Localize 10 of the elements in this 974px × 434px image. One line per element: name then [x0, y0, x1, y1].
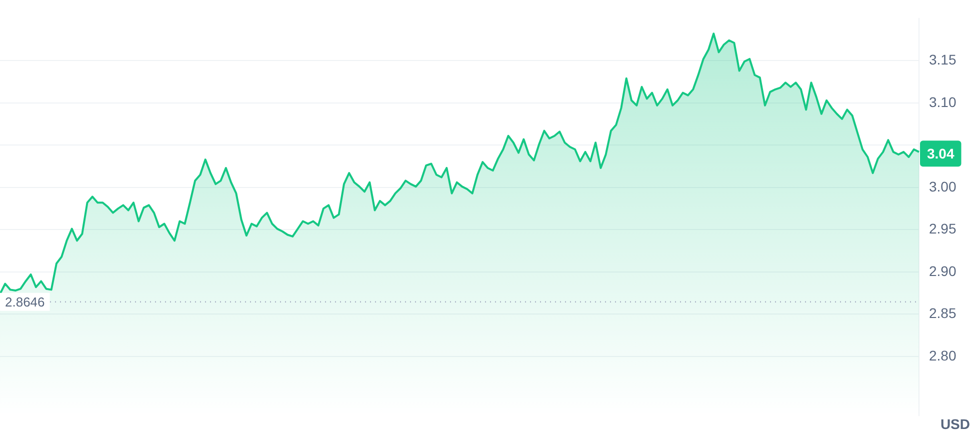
y-tick-label: 3.10 — [929, 94, 956, 110]
ref-line-label: 2.8646 — [5, 294, 45, 310]
y-tick-label: 3.15 — [929, 52, 956, 68]
y-tick-label: 2.95 — [929, 220, 956, 237]
y-tick-label: 3.00 — [929, 178, 956, 194]
y-tick-label: 2.85 — [929, 305, 956, 322]
y-tick-label: 2.80 — [929, 347, 956, 364]
y-tick-label: 2.90 — [929, 262, 956, 279]
annotation: 3.04 — [927, 145, 954, 162]
y-axis-title: USD — [940, 416, 970, 432]
